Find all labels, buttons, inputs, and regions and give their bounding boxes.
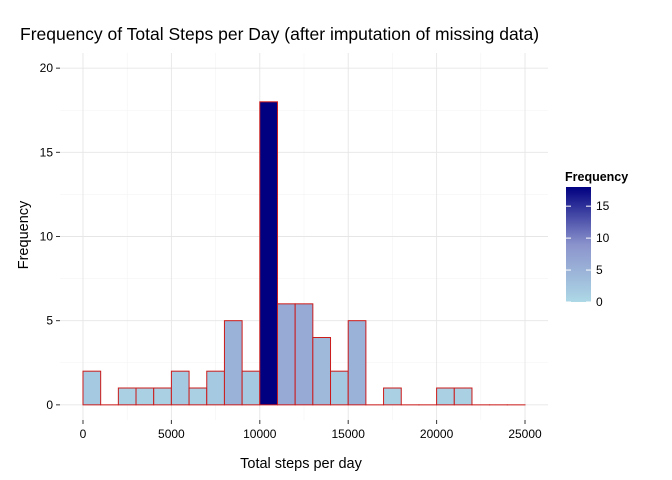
legend: Frequency 0 5 10 15 bbox=[565, 170, 628, 309]
histogram-bar bbox=[347, 320, 367, 406]
histogram-bar bbox=[259, 101, 278, 406]
histogram-bar bbox=[294, 303, 314, 406]
x-tick-label: 0 bbox=[80, 427, 87, 441]
histogram-bar bbox=[241, 370, 261, 406]
histogram-bar bbox=[223, 320, 243, 406]
histogram-bar bbox=[170, 370, 190, 406]
histogram-bar bbox=[135, 387, 155, 406]
histogram-bar bbox=[383, 387, 402, 406]
y-axis-title: Frequency bbox=[16, 200, 32, 269]
x-tick-label: 20000 bbox=[420, 427, 454, 441]
y-tick-label: 5 bbox=[46, 314, 53, 328]
legend-tick-label: 0 bbox=[596, 295, 603, 309]
histogram-bar bbox=[312, 337, 332, 406]
legend-title: Frequency bbox=[565, 170, 628, 184]
histogram-bar bbox=[206, 370, 225, 406]
histogram-bar bbox=[330, 370, 349, 406]
legend-tick-label: 15 bbox=[596, 199, 610, 213]
legend-colorbar bbox=[566, 187, 591, 302]
x-tick-label: 10000 bbox=[243, 427, 277, 441]
y-tick-label: 20 bbox=[40, 61, 54, 75]
histogram-bar bbox=[188, 387, 208, 406]
histogram-bar bbox=[436, 387, 455, 406]
y-tick-label: 15 bbox=[40, 145, 54, 159]
x-tick-label: 5000 bbox=[158, 427, 185, 441]
histogram-bar bbox=[82, 370, 102, 406]
legend-ticks: 0 5 10 15 bbox=[566, 199, 610, 309]
chart-title: Frequency of Total Steps per Day (after … bbox=[20, 24, 539, 44]
x-tick-label: 25000 bbox=[508, 427, 542, 441]
legend-tick-label: 10 bbox=[596, 231, 610, 245]
x-tick-label: 15000 bbox=[332, 427, 366, 441]
histogram-bar bbox=[276, 303, 296, 406]
y-tick-label: 10 bbox=[40, 230, 54, 244]
histogram-bar bbox=[153, 387, 172, 406]
axes: 0 5000 10000 15000 20000 25000 0 5 10 15 20 bbox=[40, 61, 542, 441]
histogram-bar bbox=[453, 387, 473, 406]
x-axis-title: Total steps per day bbox=[240, 456, 362, 472]
bars bbox=[82, 101, 526, 406]
legend-tick-label: 5 bbox=[596, 263, 603, 277]
histogram-bar bbox=[117, 387, 137, 406]
y-tick-label: 0 bbox=[46, 398, 53, 412]
